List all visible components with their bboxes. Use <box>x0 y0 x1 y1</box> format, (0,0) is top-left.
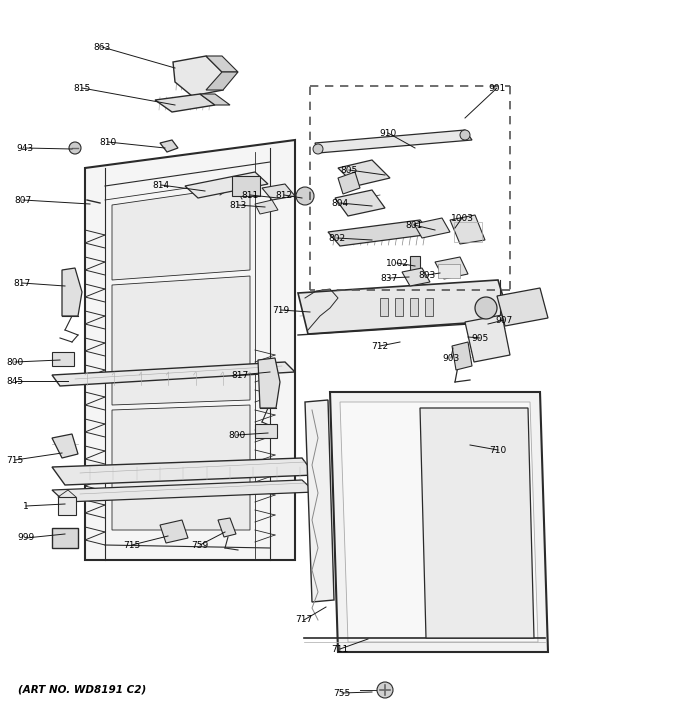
Text: 907: 907 <box>495 315 513 325</box>
Polygon shape <box>160 140 178 152</box>
Polygon shape <box>258 358 280 408</box>
Polygon shape <box>450 215 485 244</box>
Text: 803: 803 <box>418 270 436 280</box>
Circle shape <box>69 142 81 154</box>
Polygon shape <box>262 184 295 200</box>
Text: 815: 815 <box>73 83 90 93</box>
Bar <box>438 264 460 278</box>
Polygon shape <box>200 94 230 105</box>
Polygon shape <box>335 190 385 216</box>
Text: 805: 805 <box>341 165 358 175</box>
Circle shape <box>313 144 323 154</box>
Text: 712: 712 <box>371 341 388 350</box>
Circle shape <box>475 297 497 319</box>
Text: 711: 711 <box>331 645 349 653</box>
Polygon shape <box>338 160 390 186</box>
Polygon shape <box>155 94 215 112</box>
Polygon shape <box>328 220 432 246</box>
Polygon shape <box>112 405 250 530</box>
Polygon shape <box>52 480 315 502</box>
Text: 717: 717 <box>295 616 313 624</box>
Text: 901: 901 <box>488 83 506 93</box>
Polygon shape <box>330 392 548 652</box>
Bar <box>410 256 420 280</box>
Text: 801: 801 <box>405 220 423 230</box>
Bar <box>395 298 403 316</box>
Polygon shape <box>340 402 538 642</box>
Polygon shape <box>435 257 468 279</box>
Polygon shape <box>52 434 78 458</box>
Polygon shape <box>52 458 315 485</box>
Text: 1002: 1002 <box>386 259 409 268</box>
Text: 800: 800 <box>228 431 245 439</box>
Bar <box>454 222 482 242</box>
Polygon shape <box>218 518 236 537</box>
Text: 943: 943 <box>16 144 33 152</box>
Polygon shape <box>497 288 548 326</box>
Bar <box>58 497 76 515</box>
Text: 910: 910 <box>379 128 396 138</box>
Text: 863: 863 <box>93 43 111 51</box>
Polygon shape <box>452 342 472 370</box>
Text: 999: 999 <box>18 534 35 542</box>
Text: 755: 755 <box>333 689 351 697</box>
Polygon shape <box>52 362 295 386</box>
Text: 715: 715 <box>6 455 24 465</box>
Polygon shape <box>465 315 510 362</box>
Polygon shape <box>85 140 295 560</box>
Circle shape <box>460 130 470 140</box>
Text: 810: 810 <box>99 138 117 146</box>
Polygon shape <box>206 56 238 72</box>
Text: 759: 759 <box>191 541 209 550</box>
Bar <box>52 528 78 548</box>
Text: 1003: 1003 <box>450 213 473 223</box>
Text: 905: 905 <box>471 334 489 342</box>
Text: 811: 811 <box>241 191 258 199</box>
Text: 812: 812 <box>275 191 292 199</box>
Polygon shape <box>255 200 278 214</box>
Polygon shape <box>160 520 188 543</box>
Text: 845: 845 <box>6 376 24 386</box>
Bar <box>410 298 418 316</box>
Polygon shape <box>298 280 510 334</box>
Text: 817: 817 <box>14 278 31 288</box>
Circle shape <box>377 682 393 698</box>
Circle shape <box>296 187 314 205</box>
Polygon shape <box>185 172 268 198</box>
Bar <box>255 424 277 438</box>
Bar <box>380 298 388 316</box>
Text: 807: 807 <box>14 196 32 204</box>
Polygon shape <box>402 268 430 286</box>
Bar <box>52 352 74 366</box>
Text: 802: 802 <box>328 233 345 242</box>
Text: 800: 800 <box>6 357 24 367</box>
Text: 817: 817 <box>231 370 249 379</box>
Text: 814: 814 <box>152 181 169 189</box>
Text: 1: 1 <box>23 502 29 510</box>
Text: 804: 804 <box>331 199 349 207</box>
Polygon shape <box>305 400 334 602</box>
Bar <box>425 298 433 316</box>
Text: 719: 719 <box>273 305 290 315</box>
Polygon shape <box>173 56 223 96</box>
Bar <box>232 176 260 196</box>
Text: 715: 715 <box>123 541 141 550</box>
Polygon shape <box>206 72 238 90</box>
Text: 710: 710 <box>490 445 507 455</box>
Polygon shape <box>414 218 450 238</box>
Text: 837: 837 <box>380 273 398 283</box>
Text: 903: 903 <box>443 354 460 362</box>
Polygon shape <box>420 408 534 638</box>
Text: 813: 813 <box>229 201 247 210</box>
Polygon shape <box>112 185 250 280</box>
Polygon shape <box>112 276 250 405</box>
Text: (ART NO. WD8191 C2): (ART NO. WD8191 C2) <box>18 685 146 695</box>
Polygon shape <box>315 130 472 153</box>
Polygon shape <box>338 172 360 194</box>
Polygon shape <box>62 268 82 316</box>
